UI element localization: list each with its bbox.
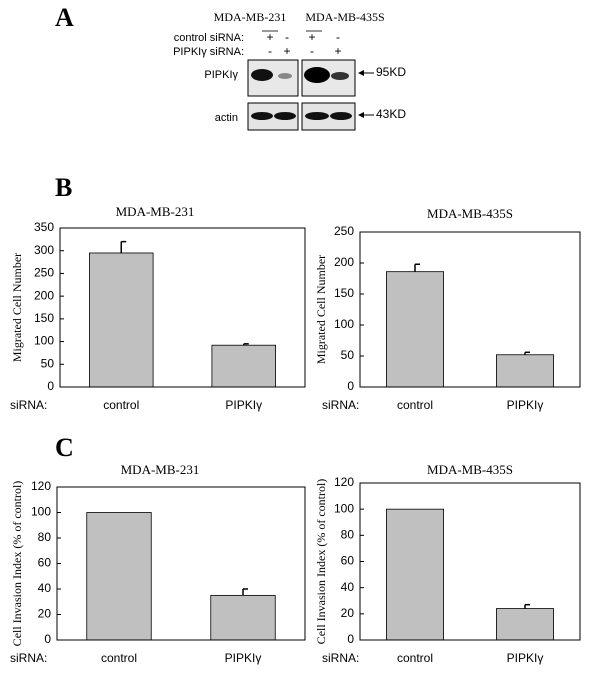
plot-frame	[56, 486, 306, 641]
bar	[89, 252, 154, 388]
y-tick-label: 100	[334, 317, 354, 331]
sign: +	[308, 30, 315, 44]
x-axis-label: siRNA:	[322, 651, 359, 665]
y-axis-label: Cell Invasion Index (% of control)	[314, 479, 328, 645]
sign: -	[285, 30, 289, 44]
y-tick-label: 50	[341, 348, 355, 362]
x-tick-label: control	[397, 651, 433, 665]
y-tick-label: 200	[334, 255, 354, 269]
bar	[385, 508, 444, 641]
y-tick-label: 100	[334, 501, 354, 515]
y-tick-label: 0	[47, 379, 54, 393]
y-tick-label: 50	[41, 356, 55, 370]
bar	[86, 512, 152, 641]
y-axis-label: Cell Invasion Index (% of control)	[10, 481, 24, 647]
y-tick-label: 60	[341, 554, 355, 568]
cell-line: MDA-MB-435S	[305, 10, 384, 24]
band-label: PIPKIγ	[204, 69, 238, 81]
x-axis-label: siRNA:	[10, 398, 47, 412]
y-tick-label: 250	[334, 224, 354, 238]
plot-frame	[359, 482, 581, 641]
y-tick-label: 200	[34, 288, 54, 302]
y-tick-label: 120	[334, 475, 354, 489]
y-tick-label: 0	[347, 632, 354, 646]
y-tick-label: 100	[31, 505, 51, 519]
sign: -	[310, 44, 314, 58]
y-tick-label: 80	[38, 530, 52, 544]
sign: +	[283, 44, 290, 58]
x-axis-label: siRNA:	[322, 398, 359, 412]
chart-title: MDA-MB-435S	[427, 206, 513, 221]
x-tick-label: control	[103, 398, 139, 412]
sign: +	[266, 30, 273, 44]
blot-image	[247, 59, 374, 131]
x-tick-label: PIPKIγ	[225, 398, 262, 412]
y-tick-label: 40	[341, 580, 355, 594]
marker-label: 43KD	[376, 107, 406, 121]
y-tick-label: 0	[347, 379, 354, 393]
bar	[495, 354, 554, 388]
bar	[495, 608, 554, 641]
y-tick-label: 40	[38, 581, 52, 595]
y-tick-label: 350	[34, 220, 54, 234]
bar	[385, 271, 444, 388]
cell-line: MDA-MB-231	[214, 10, 287, 24]
sign: +	[334, 44, 341, 58]
plot-frame	[359, 231, 581, 388]
y-tick-label: 150	[34, 311, 54, 325]
row-label: PIPKIγ siRNA:	[173, 46, 244, 58]
y-tick-label: 20	[341, 606, 355, 620]
y-tick-label: 100	[34, 334, 54, 348]
x-tick-label: PIPKIγ	[507, 398, 544, 412]
marker-label: 95KD	[376, 65, 406, 79]
x-tick-label: PIPKIγ	[507, 651, 544, 665]
sign: -	[268, 44, 272, 58]
sign: -	[336, 30, 340, 44]
y-tick-label: 20	[38, 607, 52, 621]
panel-letter: C	[55, 433, 74, 462]
plot-frame	[59, 227, 306, 388]
chart-title: MDA-MB-231	[116, 204, 195, 219]
y-tick-label: 60	[38, 556, 52, 570]
x-tick-label: control	[101, 651, 137, 665]
band-label: actin	[215, 112, 238, 124]
x-tick-label: PIPKIγ	[225, 651, 262, 665]
row-label: control siRNA:	[174, 32, 244, 44]
panel-letter: A	[55, 3, 74, 32]
y-axis-label: Migrated Cell Number	[314, 255, 328, 364]
chart-title: MDA-MB-435S	[427, 462, 513, 477]
y-tick-label: 250	[34, 266, 54, 280]
y-tick-label: 150	[334, 286, 354, 300]
bar	[211, 344, 276, 388]
y-axis-label: Migrated Cell Number	[10, 253, 24, 362]
y-tick-label: 120	[31, 479, 51, 493]
x-tick-label: control	[397, 398, 433, 412]
y-tick-label: 300	[34, 243, 54, 257]
panel-letter: B	[55, 173, 72, 202]
chart-title: MDA-MB-231	[121, 462, 200, 477]
bar	[210, 594, 276, 641]
y-tick-label: 80	[341, 528, 355, 542]
x-axis-label: siRNA:	[10, 651, 47, 665]
y-tick-label: 0	[44, 632, 51, 646]
